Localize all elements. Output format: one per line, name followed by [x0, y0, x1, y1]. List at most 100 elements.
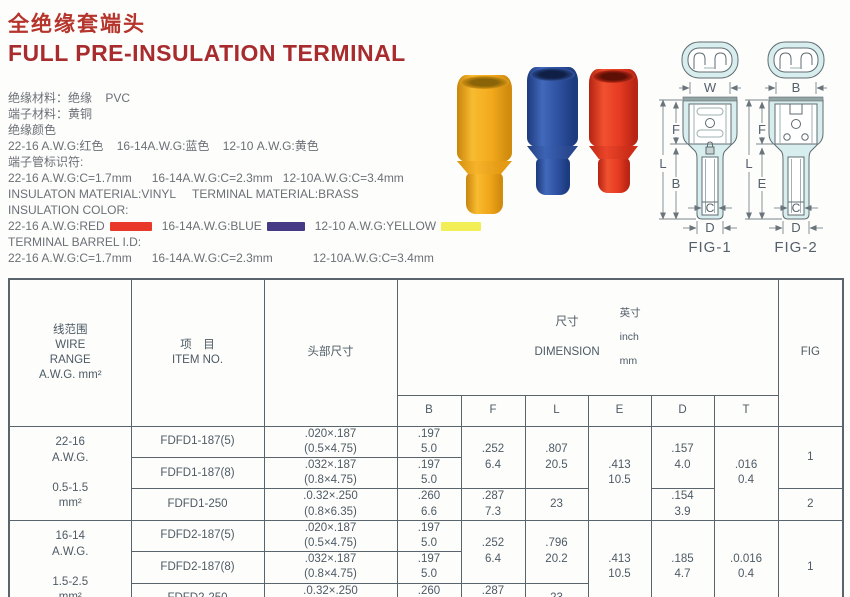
fig2-dim-bottom-label: D — [791, 220, 800, 235]
spec-color-values-cn: 22-16 A.W.G:红色 16-14A.W.G:蓝色 12-10 A.W.G… — [8, 139, 319, 153]
spec-barrel-id-cn: 端子管标识符: — [8, 155, 84, 169]
cell-item: FDFD1-187(8) — [130, 457, 265, 490]
cell-b: .197 5.0 — [396, 457, 462, 490]
cell-wire-range: 22-16 A.W.G. 0.5-1.5 mm² — [8, 425, 132, 521]
cell-e: .413 10.5 — [587, 425, 652, 521]
cell-head-size: .0.32×.250 (0.8×6.35) — [263, 488, 398, 521]
spec-terminal-material-cn: 端子材料：黄铜 — [8, 107, 93, 121]
cell-f: .252 6.4 — [460, 519, 526, 584]
fig2-caption: FIG-2 — [774, 239, 817, 256]
fig1-dim-upper-label: F — [672, 122, 680, 137]
cell-item: FDFD2-187(8) — [130, 551, 265, 584]
table-row: FDFD2-250 .0.32×.250 (0.8×6.35) .260 6.6… — [9, 582, 843, 597]
cell-wire-range: 16-14 A.W.G. 1.5-2.5 mm² — [8, 519, 132, 597]
cell-item: FDFD1-187(5) — [130, 425, 265, 459]
cell-t: .016 0.4 — [713, 425, 779, 521]
header-fig: FIG — [777, 278, 844, 427]
cell-fig: 1 — [777, 425, 844, 490]
cell-b: .197 5.0 — [396, 551, 462, 584]
cell-f: .287 7.3 — [460, 582, 526, 597]
fig1-dim-lower-label: B — [672, 176, 681, 191]
col-letter-d: D — [650, 394, 715, 427]
spec-insulation-material-cn: 绝缘材料：绝缘 PVC — [8, 91, 131, 105]
cell-item: FDFD2-187(5) — [130, 519, 265, 553]
cell-d: .157 4.0 — [650, 425, 715, 490]
cell-item: FDFD2-250 — [130, 582, 265, 597]
col-letter-l: L — [524, 394, 589, 427]
terminal-yellow-taper — [457, 161, 512, 174]
terminal-blue-barrel — [535, 158, 570, 195]
legend-blue-label: 16-14A.W.G:BLUE — [161, 219, 262, 233]
cell-head-size: .020×.187 (0.5×4.75) — [263, 519, 398, 553]
spec-insulation-color-cn: 绝缘颜色 — [8, 123, 57, 137]
spec-barrel-values-en: 22-16 A.W.G:C=1.7mm 16-14A.W.G:C=2.3mm 1… — [8, 251, 434, 265]
spec-insulation-color-en: INSULATION COLOR: — [8, 203, 129, 217]
cell-head-size: .0.32×.250 (0.8×6.35) — [263, 582, 398, 597]
legend-red-label: 22-16 A.W.G:RED — [8, 219, 105, 233]
spec-insulation-material-en: INSULATON MATERIAL:VINYL TERMINAL MATERI… — [8, 187, 359, 201]
fig1-dim-outer-label: L — [659, 156, 666, 171]
terminal-blue-taper — [527, 146, 578, 159]
header-wire-range: 线范围 WIRE RANGE A.W.G. mm² — [8, 278, 132, 427]
fig2-diagram: B F L E C D FIG-2 — [743, 38, 831, 267]
header-head-size: 头部尺寸 — [263, 278, 398, 427]
cell-b: .197 5.0 — [396, 425, 462, 459]
cell-d: .154 3.9 — [650, 488, 715, 521]
terminal-red-taper — [589, 146, 638, 159]
cell-b: .260 6.6 — [396, 488, 462, 521]
legend-yellow-label: 12-10 A.W.G:YELLOW — [314, 219, 437, 233]
fig2-dim-top-label: B — [792, 80, 801, 95]
table-row: FDFD2-187(8) .032×.187 (0.8×4.75) .197 5… — [9, 551, 843, 584]
spec-barrel-values-cn: 22-16 A.W.G:C=1.7mm 16-14A.W.G:C=2.3mm 1… — [8, 171, 404, 185]
terminal-photo-blue — [527, 67, 578, 195]
cell-t: .0.016 0.4 — [713, 519, 779, 597]
cell-e: .413 10.5 — [587, 519, 652, 597]
fig1-dim-bottom-label: D — [705, 220, 714, 235]
cell-head-size: .032×.187 (0.8×4.75) — [263, 457, 398, 490]
header-dimension-main: 尺寸 DIMENSION — [534, 315, 600, 358]
fig1-caption: FIG-1 — [688, 239, 731, 256]
cell-b: .197 5.0 — [396, 519, 462, 553]
page-title-chinese: 全绝缘套端头 — [8, 13, 146, 36]
cell-f: .252 6.4 — [460, 425, 526, 490]
table-row: FDFD1-187(8) .032×.187 (0.8×4.75) .197 5… — [9, 457, 843, 490]
terminal-yellow-sleeve — [457, 75, 512, 163]
cell-l: .796 20.2 — [524, 519, 589, 584]
col-letter-b: B — [396, 394, 462, 427]
cell-l: 23 — [524, 488, 589, 521]
spec-color-legend: 22-16 A.W.G:RED 16-14A.W.G:BLUE 12-10 A.… — [8, 218, 491, 234]
table-row: 16-14 A.W.G. 1.5-2.5 mm² FDFD2-187(5) .0… — [8, 519, 844, 597]
cell-l: 23 — [524, 582, 589, 597]
spec-table: 线范围 WIRE RANGE A.W.G. mm² 项 目 ITEM NO. 头… — [8, 278, 845, 597]
terminal-photo-yellow — [457, 75, 512, 214]
cell-head-size: .020×.187 (0.5×4.75) — [263, 425, 398, 459]
terminal-red-sleeve — [589, 69, 638, 148]
terminal-red-barrel — [597, 158, 630, 193]
header-item-no: 项 目 ITEM NO. — [130, 278, 265, 427]
cell-head-size: .032×.187 (0.8×4.75) — [263, 551, 398, 584]
fig1-dim-top-label: W — [704, 80, 717, 95]
cell-fig: 1 — [777, 519, 844, 597]
fig2-dim-inner-bottom-label: C — [792, 201, 801, 215]
blue-color-swatch — [266, 221, 305, 231]
cell-b: .260 6.6 — [396, 582, 462, 597]
cell-l: .807 20.5 — [524, 425, 589, 490]
header-dimension-units: 英寸 inch mm — [619, 307, 641, 368]
terminal-blue-sleeve — [527, 67, 578, 148]
spec-barrel-id-en: TERMINAL BARREL I.D: — [8, 235, 142, 249]
terminal-photo-red — [589, 69, 638, 193]
fig1-dim-inner-bottom-label: C — [706, 201, 715, 215]
page-title-english: FULL PRE-INSULATION TERMINAL — [8, 40, 406, 66]
table-row: FDFD1-250 .0.32×.250 (0.8×6.35) .260 6.6… — [9, 488, 844, 521]
col-letter-t: T — [713, 394, 779, 427]
fig2-dim-upper-label: F — [758, 122, 766, 137]
yellow-color-swatch — [441, 221, 482, 231]
spec-text-block: 绝缘材料：绝缘 PVC 端子材料：黄铜 绝缘颜色 22-16 A.W.G:红色 … — [8, 90, 491, 266]
header-dimension: 尺寸 DIMENSION 英寸 inch mm — [396, 278, 779, 396]
fig1-diagram: W F L B C D FIG-1 — [657, 38, 745, 267]
red-color-swatch — [109, 221, 152, 231]
col-letter-e: E — [587, 394, 652, 427]
fig2-dim-lower-label: E — [758, 176, 767, 191]
col-letter-f: F — [460, 394, 526, 427]
